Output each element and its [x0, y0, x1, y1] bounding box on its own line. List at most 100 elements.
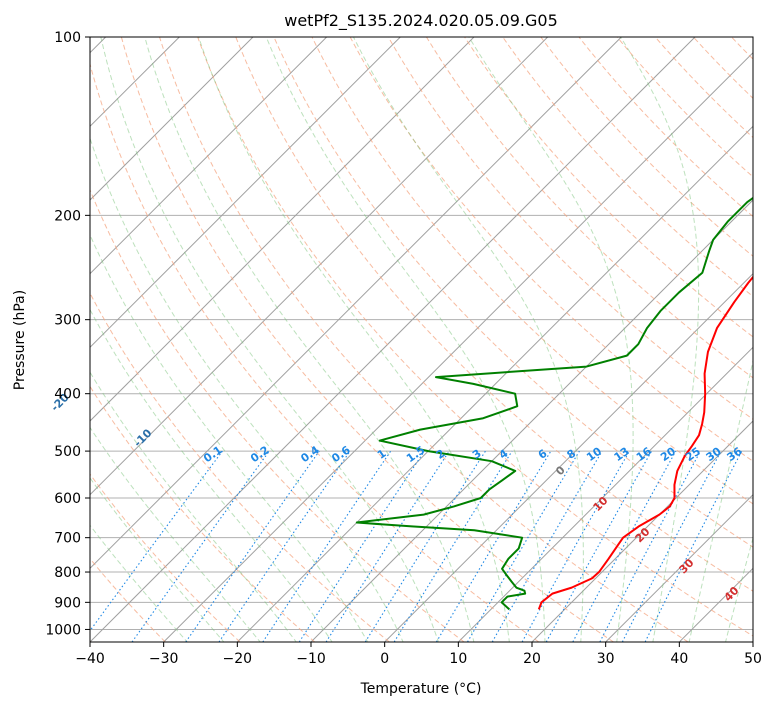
isotherm-line — [90, 37, 622, 570]
mixing-ratio-line — [621, 450, 722, 642]
mixing-ratio-label: 0.6 — [329, 443, 353, 465]
x-tick-label: −10 — [296, 651, 326, 667]
dry-adiabat-line — [90, 62, 540, 642]
isotherm-line — [310, 199, 753, 642]
isotherm-line — [163, 51, 753, 642]
mixing-ratio-line — [435, 450, 552, 642]
dry-adiabat-line — [90, 385, 316, 642]
moist-adiabat-line — [90, 233, 369, 642]
dry-adiabat-line — [235, 37, 753, 592]
x-tick-label: −30 — [149, 651, 179, 667]
dry-adiabat-line — [159, 37, 689, 642]
x-tick-label: 40 — [670, 651, 688, 667]
moist-adiabat-label: 40 — [722, 584, 742, 604]
x-axis-label: Temperature (°C) — [360, 681, 482, 697]
background-lines — [90, 37, 775, 642]
moist-adiabat-line — [90, 308, 333, 642]
moist-adiabat-line — [688, 358, 753, 642]
mixing-ratio-label: 0.1 — [201, 443, 224, 465]
y-tick-label: 900 — [54, 595, 81, 611]
moist-adiabat-line — [90, 426, 261, 642]
mixing-ratio-line — [218, 450, 351, 642]
mixing-ratio-line — [185, 450, 320, 642]
isotherm-line — [678, 567, 753, 642]
moist-adiabat-line — [90, 371, 297, 642]
mixing-ratio-line — [364, 450, 486, 642]
x-tick-label: 0 — [380, 651, 389, 667]
temperature-profile-line — [537, 275, 753, 610]
y-tick-label: 600 — [54, 491, 81, 507]
mixing-ratio-label: 13 — [612, 445, 632, 464]
dewpoint-profile-line — [355, 196, 753, 611]
dry-adiabat-line — [770, 37, 775, 642]
moist-adiabat-line — [100, 37, 440, 642]
moist-adiabat-line — [144, 37, 475, 642]
dry-adiabat-line — [425, 37, 753, 379]
mixing-ratio-label: 4 — [497, 447, 511, 462]
profile-lines — [355, 196, 753, 611]
dry-adiabat-line — [90, 557, 166, 642]
x-tick-label: 30 — [597, 651, 615, 667]
line-labels: 0.10.20.40.611.52346810131620253036-100-… — [48, 391, 744, 604]
mixing-ratio-line — [325, 450, 450, 642]
isotherm-line — [605, 493, 753, 642]
dry-adiabat-line — [197, 37, 753, 637]
x-tick-label: −40 — [75, 651, 105, 667]
mixing-ratio-label: 20 — [658, 444, 678, 464]
moist-adiabat-line — [90, 136, 404, 642]
isotherm-line — [90, 37, 549, 496]
moist-adiabat-label: 30 — [677, 556, 697, 576]
y-tick-label: 100 — [54, 30, 81, 46]
mixing-ratio-label: 1 — [375, 447, 389, 462]
x-tick-label: 10 — [449, 651, 467, 667]
y-tick-label: 400 — [54, 387, 81, 403]
mixing-ratio-label: 30 — [704, 444, 724, 464]
moist-adiabat-line — [725, 536, 753, 642]
mixing-ratio-label: 6 — [536, 447, 550, 462]
mixing-ratio-label: 36 — [724, 444, 744, 464]
y-tick-label: 1000 — [45, 622, 81, 638]
dry-adiabat-line — [349, 37, 753, 462]
moist-adiabat-line — [468, 37, 634, 642]
isotherm-line — [384, 272, 753, 642]
isotherm-line — [531, 420, 753, 642]
y-axis-label: Pressure (hPa) — [12, 290, 28, 390]
plot-frame — [89, 36, 754, 643]
mixing-ratio-label: 25 — [683, 445, 703, 464]
mixing-ratio-line — [90, 450, 223, 632]
mixing-ratio-line — [545, 450, 653, 642]
isotherm-line — [752, 641, 753, 642]
dry-adiabat-line — [464, 37, 753, 338]
dry-adiabat-line — [692, 37, 753, 99]
dry-adiabat-line — [654, 37, 753, 139]
dry-adiabat-line — [578, 37, 753, 218]
mixing-ratio-line — [467, 450, 580, 642]
y-tick-label: 700 — [54, 531, 81, 547]
mixing-ratio-label: 0.4 — [298, 443, 322, 465]
dry-adiabat-line — [90, 473, 241, 642]
isotherm-line — [90, 37, 696, 642]
x-tick-label: 20 — [523, 651, 541, 667]
mixing-ratio-line — [298, 450, 425, 642]
dry-adiabat-line — [387, 37, 753, 420]
isotherm-line — [236, 125, 753, 642]
y-tick-label: 300 — [54, 313, 81, 329]
mixing-ratio-line — [131, 450, 270, 642]
moist-adiabat-line — [620, 37, 700, 642]
dry-adiabat-label: -10 — [131, 426, 154, 449]
isotherm-line — [90, 37, 254, 201]
moist-adiabat-line — [90, 524, 188, 642]
mixing-ratio-label: 16 — [634, 444, 654, 464]
isotherm-line — [90, 37, 475, 422]
dry-adiabat-line — [90, 188, 465, 642]
x-tick-label: 50 — [744, 651, 762, 667]
moist-adiabat-line — [353, 37, 584, 642]
mixing-ratio-label: 10 — [584, 444, 604, 464]
x-axis: −40 −30 −20 −10 0 10 20 30 40 50 — [75, 642, 762, 667]
y-axis: 100 200 300 400 500 600 700 800 900 1000 — [45, 30, 90, 638]
dry-adiabat-line — [120, 37, 614, 642]
chart-title: wetPf2_S135.2024.020.05.09.G05 — [284, 11, 558, 31]
isotherm-line — [90, 37, 401, 349]
x-tick-label: −20 — [223, 651, 253, 667]
